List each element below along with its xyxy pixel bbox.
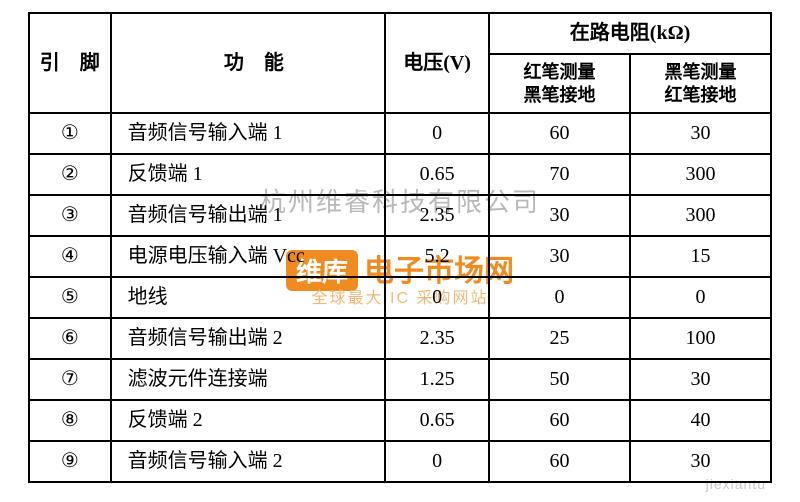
table-row: ① 音频信号输入端 1 0 60 30 — [29, 113, 771, 154]
cell-func: 滤波元件连接端 — [111, 359, 386, 400]
cell-r1: 60 — [489, 400, 630, 441]
table-header-row-1: 引 脚 功 能 电压(V) 在路电阻(kΩ) — [29, 13, 771, 54]
hdr-res-group: 在路电阻(kΩ) — [489, 13, 771, 54]
hdr-voltage: 电压(V) — [385, 13, 489, 113]
cell-v: 5.2 — [385, 236, 489, 277]
cell-r1: 0 — [489, 277, 630, 318]
cell-func: 反馈端 1 — [111, 154, 386, 195]
cell-v: 0.65 — [385, 154, 489, 195]
cell-v: 0 — [385, 441, 489, 482]
cell-r1: 60 — [489, 113, 630, 154]
table-row: ⑦ 滤波元件连接端 1.25 50 30 — [29, 359, 771, 400]
cell-pin: ⑤ — [29, 277, 111, 318]
cell-r1: 25 — [489, 318, 630, 359]
cell-r2: 300 — [630, 154, 771, 195]
table-row: ⑧ 反馈端 2 0.65 60 40 — [29, 400, 771, 441]
cell-r1: 60 — [489, 441, 630, 482]
cell-v: 0 — [385, 113, 489, 154]
cell-v: 0.65 — [385, 400, 489, 441]
pin-table: 引 脚 功 能 电压(V) 在路电阻(kΩ) 红笔测量黑笔接地 黑笔测量红笔接地… — [28, 12, 772, 483]
table-row: ⑥ 音频信号输出端 2 2.35 25 100 — [29, 318, 771, 359]
cell-pin: ① — [29, 113, 111, 154]
cell-func: 音频信号输入端 1 — [111, 113, 386, 154]
cell-pin: ⑦ — [29, 359, 111, 400]
cell-pin: ② — [29, 154, 111, 195]
hdr-res-red: 红笔测量黑笔接地 — [489, 54, 630, 113]
cell-pin: ⑨ — [29, 441, 111, 482]
cell-pin: ⑧ — [29, 400, 111, 441]
cell-v: 1.25 — [385, 359, 489, 400]
table-row: ③ 音频信号输出端 1 2.35 30 300 — [29, 195, 771, 236]
cell-r2: 300 — [630, 195, 771, 236]
cell-r1: 50 — [489, 359, 630, 400]
cell-r2: 100 — [630, 318, 771, 359]
cell-func: 反馈端 2 — [111, 400, 386, 441]
table-row: ⑨ 音频信号输入端 2 0 60 30 — [29, 441, 771, 482]
cell-r2: 40 — [630, 400, 771, 441]
cell-v: 2.35 — [385, 195, 489, 236]
table-row: ④ 电源电压输入端 Vcc 5.2 30 15 — [29, 236, 771, 277]
cell-r2: 30 — [630, 359, 771, 400]
cell-r2: 30 — [630, 113, 771, 154]
cell-r1: 70 — [489, 154, 630, 195]
cell-func: 音频信号输出端 2 — [111, 318, 386, 359]
cell-pin: ③ — [29, 195, 111, 236]
hdr-pin: 引 脚 — [29, 13, 111, 113]
hdr-res-black: 黑笔测量红笔接地 — [630, 54, 771, 113]
table-row: ⑤ 地线 0 0 0 — [29, 277, 771, 318]
table-body: ① 音频信号输入端 1 0 60 30 ② 反馈端 1 0.65 70 300 … — [29, 113, 771, 482]
cell-v: 0 — [385, 277, 489, 318]
cell-r2: 30 — [630, 441, 771, 482]
cell-r2: 0 — [630, 277, 771, 318]
cell-v: 2.35 — [385, 318, 489, 359]
cell-func: 地线 — [111, 277, 386, 318]
cell-func: 音频信号输出端 1 — [111, 195, 386, 236]
cell-r2: 15 — [630, 236, 771, 277]
cell-func: 电源电压输入端 Vcc — [111, 236, 386, 277]
table-row: ② 反馈端 1 0.65 70 300 — [29, 154, 771, 195]
cell-pin: ⑥ — [29, 318, 111, 359]
cell-pin: ④ — [29, 236, 111, 277]
cell-r1: 30 — [489, 195, 630, 236]
cell-r1: 30 — [489, 236, 630, 277]
cell-func: 音频信号输入端 2 — [111, 441, 386, 482]
hdr-func: 功 能 — [111, 13, 386, 113]
